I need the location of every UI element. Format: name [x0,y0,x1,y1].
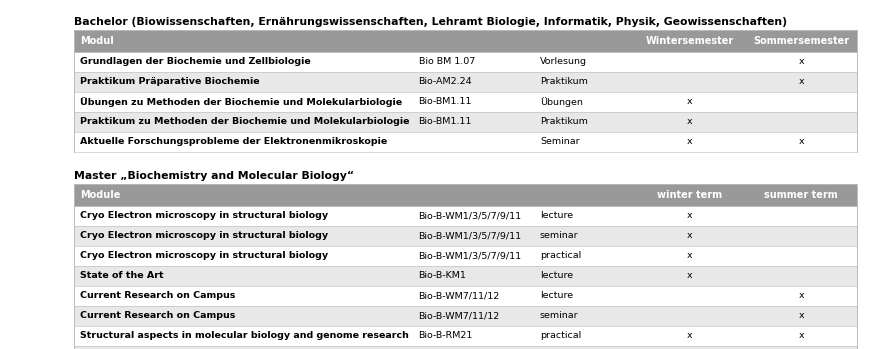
Text: x: x [687,97,692,106]
Bar [74,206,856,226]
Text: Bio-AM2.24: Bio-AM2.24 [418,77,472,87]
Text: x: x [687,272,692,281]
Text: x: x [798,58,803,67]
Text: Cryo Electron microscopy in structural biology: Cryo Electron microscopy in structural b… [80,231,328,240]
Text: Praktikum: Praktikum [540,77,587,87]
Text: Bio-B-KM1: Bio-B-KM1 [418,272,466,281]
Bar [535,184,633,206]
Text: Praktikum: Praktikum [540,118,587,126]
Bar [74,184,415,206]
Text: Bio-B-RM21: Bio-B-RM21 [418,332,473,341]
Text: lecture: lecture [540,211,573,221]
Text: summer term: summer term [764,190,837,200]
Bar [74,92,856,112]
Text: lecture: lecture [540,291,573,300]
Text: Praktikum zu Methoden der Biochemie und Molekularbiologie: Praktikum zu Methoden der Biochemie und … [80,118,409,126]
Text: x: x [687,211,692,221]
Text: x: x [687,231,692,240]
Text: Bio-B-WM1/3/5/7/9/11: Bio-B-WM1/3/5/7/9/11 [418,231,521,240]
Text: Bio-B-WM7/11/12: Bio-B-WM7/11/12 [418,291,499,300]
Text: x: x [798,138,803,147]
Text: Cryo Electron microscopy in structural biology: Cryo Electron microscopy in structural b… [80,211,328,221]
Text: Structural aspects in molecular biology and genome research: Structural aspects in molecular biology … [80,332,408,341]
Bar [74,306,856,326]
Bar [535,30,633,52]
Text: Aktuelle Forschungsprobleme der Elektronenmikroskopie: Aktuelle Forschungsprobleme der Elektron… [80,138,387,147]
Text: Modul: Modul [80,36,114,46]
Bar [633,30,745,52]
Bar [74,226,856,246]
Text: Praktikum Präparative Biochemie: Praktikum Präparative Biochemie [80,77,259,87]
Text: x: x [687,252,692,260]
Text: Cryo Electron microscopy in structural biology: Cryo Electron microscopy in structural b… [80,252,328,260]
Text: Wintersemester: Wintersemester [645,36,733,46]
Bar [745,30,856,52]
Text: seminar: seminar [540,231,578,240]
Text: x: x [798,77,803,87]
Text: x: x [798,332,803,341]
Bar [74,112,856,132]
Text: Vorlesung: Vorlesung [540,58,587,67]
Text: State of the Art: State of the Art [80,272,163,281]
Text: Module: Module [80,190,120,200]
Bar [74,30,415,52]
Text: Sommersemester: Sommersemester [753,36,848,46]
Text: lecture: lecture [540,272,573,281]
Bar [633,184,745,206]
Text: x: x [687,332,692,341]
Text: practical: practical [540,332,580,341]
Text: Master „Biochemistry and Molecular Biology“: Master „Biochemistry and Molecular Biolo… [74,171,354,181]
Text: Bio-B-WM1/3/5/7/9/11: Bio-B-WM1/3/5/7/9/11 [418,211,521,221]
Bar [74,52,856,72]
Text: x: x [798,291,803,300]
Bar [415,30,535,52]
Bar [74,346,856,349]
Text: Bio-BM1.11: Bio-BM1.11 [418,97,471,106]
Text: Übungen: Übungen [540,97,582,107]
Text: x: x [687,138,692,147]
Text: x: x [687,118,692,126]
Text: Current Research on Campus: Current Research on Campus [80,312,235,320]
Bar [74,132,856,152]
Bar [415,184,535,206]
Text: Übungen zu Methoden der Biochemie und Molekularbiologie: Übungen zu Methoden der Biochemie und Mo… [80,97,401,107]
Bar [74,286,856,306]
Bar [74,246,856,266]
Bar [74,72,856,92]
Text: winter term: winter term [656,190,721,200]
Text: x: x [798,312,803,320]
Bar [745,184,856,206]
Text: Seminar: Seminar [540,138,579,147]
Text: Grundlagen der Biochemie und Zellbiologie: Grundlagen der Biochemie und Zellbiologi… [80,58,310,67]
Text: Bio-BM1.11: Bio-BM1.11 [418,118,471,126]
Text: Current Research on Campus: Current Research on Campus [80,291,235,300]
Text: Bio BM 1.07: Bio BM 1.07 [418,58,474,67]
Text: Bio-B-WM1/3/5/7/9/11: Bio-B-WM1/3/5/7/9/11 [418,252,521,260]
Bar [74,326,856,346]
Text: seminar: seminar [540,312,578,320]
Bar [74,266,856,286]
Text: Bio-B-WM7/11/12: Bio-B-WM7/11/12 [418,312,499,320]
Text: practical: practical [540,252,580,260]
Text: Bachelor (Biowissenschaften, Ernährungswissenschaften, Lehramt Biologie, Informa: Bachelor (Biowissenschaften, Ernährungsw… [74,17,786,27]
